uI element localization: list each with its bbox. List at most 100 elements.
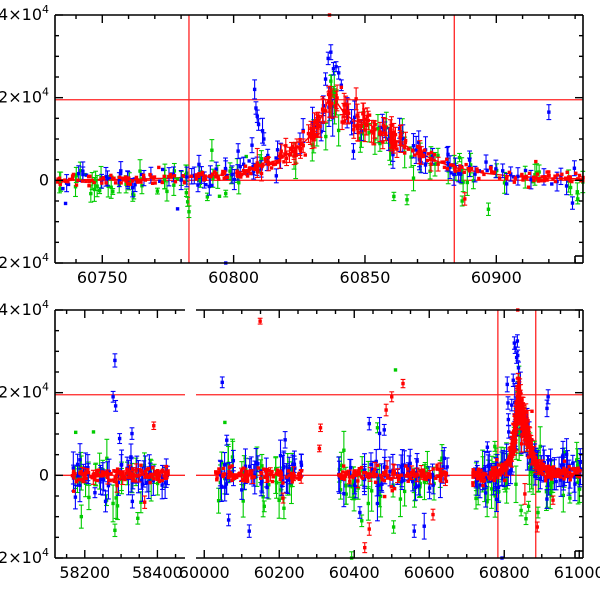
data-point: [291, 477, 295, 481]
data-point: [366, 473, 371, 477]
data-point: [536, 467, 540, 472]
data-point: [230, 464, 234, 468]
data-point: [452, 172, 456, 177]
data-point: [98, 473, 102, 477]
data-point: [408, 476, 412, 480]
data-point: [337, 71, 341, 75]
data-point: [179, 178, 183, 182]
data-point: [104, 175, 108, 179]
data-point: [138, 169, 142, 173]
data-point: [337, 473, 341, 477]
data-point: [430, 472, 435, 477]
data-point: [461, 180, 465, 184]
data-point: [444, 473, 448, 478]
data-point: [502, 463, 507, 468]
data-point: [248, 471, 253, 476]
data-point: [416, 144, 420, 149]
data-point: [390, 489, 394, 493]
data-point: [354, 97, 358, 101]
data-point: [536, 459, 540, 464]
data-point: [553, 174, 557, 178]
data-point: [242, 171, 246, 176]
data-point: [312, 120, 317, 124]
data-point: [73, 430, 78, 435]
data-point: [120, 176, 125, 180]
data-point: [493, 494, 497, 498]
data-point: [482, 478, 486, 482]
data-point: [128, 182, 132, 186]
data-point: [84, 179, 88, 184]
data-point: [115, 467, 120, 471]
data-point: [274, 467, 278, 471]
data-point: [481, 473, 486, 477]
data-point: [391, 525, 396, 529]
data-point: [71, 172, 76, 177]
data-point: [375, 426, 380, 430]
data-point: [237, 471, 242, 475]
data-point: [130, 179, 135, 183]
data-point: [89, 474, 93, 479]
data-point: [365, 114, 369, 119]
data-point: [488, 471, 493, 475]
data-point: [95, 184, 99, 188]
data-point: [546, 395, 550, 399]
data-point: [545, 466, 549, 471]
data-point: [279, 472, 283, 477]
data-point: [374, 459, 378, 464]
data-point: [91, 430, 96, 434]
data-point: [230, 478, 234, 483]
data-point: [521, 178, 525, 182]
data-point: [61, 186, 65, 191]
data-point: [562, 477, 566, 481]
data-point: [507, 455, 512, 459]
data-point: [56, 177, 60, 181]
data-point: [399, 142, 403, 147]
data-point: [301, 143, 305, 147]
data-point: [494, 497, 499, 502]
data-point: [498, 473, 502, 477]
data-point: [500, 463, 505, 468]
data-point: [371, 470, 376, 474]
data-point: [356, 479, 360, 483]
data-point: [563, 176, 568, 180]
data-point: [144, 472, 148, 476]
data-point: [519, 508, 523, 513]
data-point: [425, 465, 430, 470]
data-point: [269, 166, 274, 170]
data-point: [81, 478, 85, 482]
data-point: [438, 468, 443, 473]
data-point: [404, 473, 408, 478]
data-point: [84, 173, 89, 177]
data-point: [494, 167, 498, 171]
data-point: [106, 483, 111, 488]
data-point: [416, 151, 421, 156]
data-point: [562, 469, 566, 473]
data-point: [259, 476, 263, 480]
data-point: [173, 180, 178, 184]
data-point: [512, 180, 517, 184]
data-point: [526, 504, 531, 509]
data-point: [524, 517, 528, 521]
data-point: [548, 465, 553, 470]
data-point: [543, 479, 548, 483]
data-point: [373, 480, 378, 484]
data-point: [501, 169, 505, 173]
data-point: [292, 154, 296, 158]
data-point: [98, 478, 103, 482]
data-point: [565, 470, 569, 474]
data-point: [76, 477, 81, 482]
data-point: [545, 178, 549, 182]
data-point: [417, 154, 421, 158]
data-point: [227, 475, 231, 479]
data-point: [140, 482, 145, 486]
data-point: [532, 461, 536, 465]
data-point: [214, 175, 218, 179]
x-tick-label: 60900: [471, 268, 522, 287]
data-point: [100, 470, 104, 474]
data-point: [114, 496, 118, 500]
data-point: [182, 180, 187, 185]
data-point: [181, 174, 185, 178]
data-point: [453, 167, 457, 172]
data-point: [222, 463, 227, 467]
data-point: [502, 181, 507, 185]
